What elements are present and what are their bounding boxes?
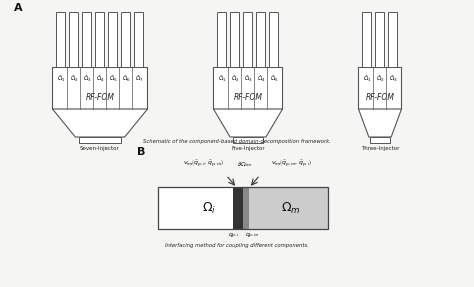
Bar <box>213 67 283 109</box>
Bar <box>230 12 239 67</box>
Text: $\hat{\Omega}_{3}$: $\hat{\Omega}_{3}$ <box>82 73 91 84</box>
Bar <box>256 12 265 67</box>
Bar <box>70 12 79 67</box>
Text: $q_{p,m}$: $q_{p,m}$ <box>245 232 259 241</box>
Text: RF-FOM: RF-FOM <box>365 93 394 102</box>
Polygon shape <box>358 109 401 137</box>
Bar <box>375 12 384 67</box>
Text: Three-Injector: Three-Injector <box>361 146 399 151</box>
Text: $\hat{\Omega}_{3}$: $\hat{\Omega}_{3}$ <box>389 73 397 84</box>
Text: $q_{p,i}$: $q_{p,i}$ <box>228 232 240 241</box>
Text: $\hat{\Omega}_{5}$: $\hat{\Omega}_{5}$ <box>109 73 118 84</box>
Bar <box>158 187 328 229</box>
Bar <box>244 12 253 67</box>
Bar <box>121 12 130 67</box>
Bar <box>53 67 147 109</box>
Text: $\hat{\Omega}_{5}$: $\hat{\Omega}_{5}$ <box>270 73 278 84</box>
Bar <box>95 12 104 67</box>
Bar <box>158 187 243 229</box>
Bar <box>218 12 227 67</box>
Bar <box>233 187 243 229</box>
Text: $\hat{\Omega}_{3}$: $\hat{\Omega}_{3}$ <box>244 73 252 84</box>
Bar <box>363 12 372 67</box>
Text: $\Omega_i$: $\Omega_i$ <box>202 200 216 216</box>
Bar <box>135 12 144 67</box>
Bar <box>233 137 263 143</box>
Text: Interfacing method for coupling different components.: Interfacing method for coupling differen… <box>165 243 309 248</box>
Text: $\partial\Omega_{im}$: $\partial\Omega_{im}$ <box>237 159 253 169</box>
Polygon shape <box>213 109 283 137</box>
Text: $\hat{\Omega}_{7}$: $\hat{\Omega}_{7}$ <box>135 73 144 84</box>
Text: $\hat{\Omega}_{4}$: $\hat{\Omega}_{4}$ <box>256 73 265 84</box>
Text: A: A <box>14 3 23 13</box>
Text: $\hat{\Omega}_{1}$: $\hat{\Omega}_{1}$ <box>218 73 227 84</box>
Text: $v_{im}\!\left(\bar{q}_{p,i},\bar{q}_{p,m}\right)$: $v_{im}\!\left(\bar{q}_{p,i},\bar{q}_{p,… <box>182 157 223 169</box>
Text: $\hat{\Omega}_{2}$: $\hat{\Omega}_{2}$ <box>70 73 78 84</box>
Text: Five-Injector: Five-Injector <box>231 146 265 151</box>
Bar <box>389 12 398 67</box>
Text: Seven-Injector: Seven-Injector <box>80 146 120 151</box>
Bar <box>358 67 401 109</box>
Text: Schematic of the component-based domain-decomposition framework.: Schematic of the component-based domain-… <box>143 139 331 144</box>
Text: $\hat{\Omega}_{2}$: $\hat{\Omega}_{2}$ <box>231 73 239 84</box>
Text: $\hat{\Omega}_{2}$: $\hat{\Omega}_{2}$ <box>375 73 384 84</box>
Text: $\Omega_m$: $\Omega_m$ <box>281 200 301 216</box>
Bar <box>243 187 249 229</box>
Bar <box>56 12 65 67</box>
Text: RF-FOM: RF-FOM <box>85 93 115 102</box>
Text: $\hat{\Omega}_{4}$: $\hat{\Omega}_{4}$ <box>96 73 104 84</box>
Bar <box>371 137 390 143</box>
Text: $\hat{\Omega}_{1}$: $\hat{\Omega}_{1}$ <box>56 73 65 84</box>
Text: $\hat{\Omega}_{1}$: $\hat{\Omega}_{1}$ <box>363 73 371 84</box>
Text: $\hat{\Omega}_{6}$: $\hat{\Omega}_{6}$ <box>121 73 130 84</box>
Text: $v_{im}\!\left(\bar{q}_{p,m},\bar{q}_{p,i}\right)$: $v_{im}\!\left(\bar{q}_{p,m},\bar{q}_{p,… <box>271 157 311 169</box>
Bar <box>79 137 121 143</box>
Polygon shape <box>53 109 147 137</box>
Text: B: B <box>137 147 146 157</box>
Bar <box>270 12 279 67</box>
Bar <box>243 187 328 229</box>
Bar <box>82 12 91 67</box>
Text: RF-FOM: RF-FOM <box>234 93 263 102</box>
Bar <box>109 12 118 67</box>
